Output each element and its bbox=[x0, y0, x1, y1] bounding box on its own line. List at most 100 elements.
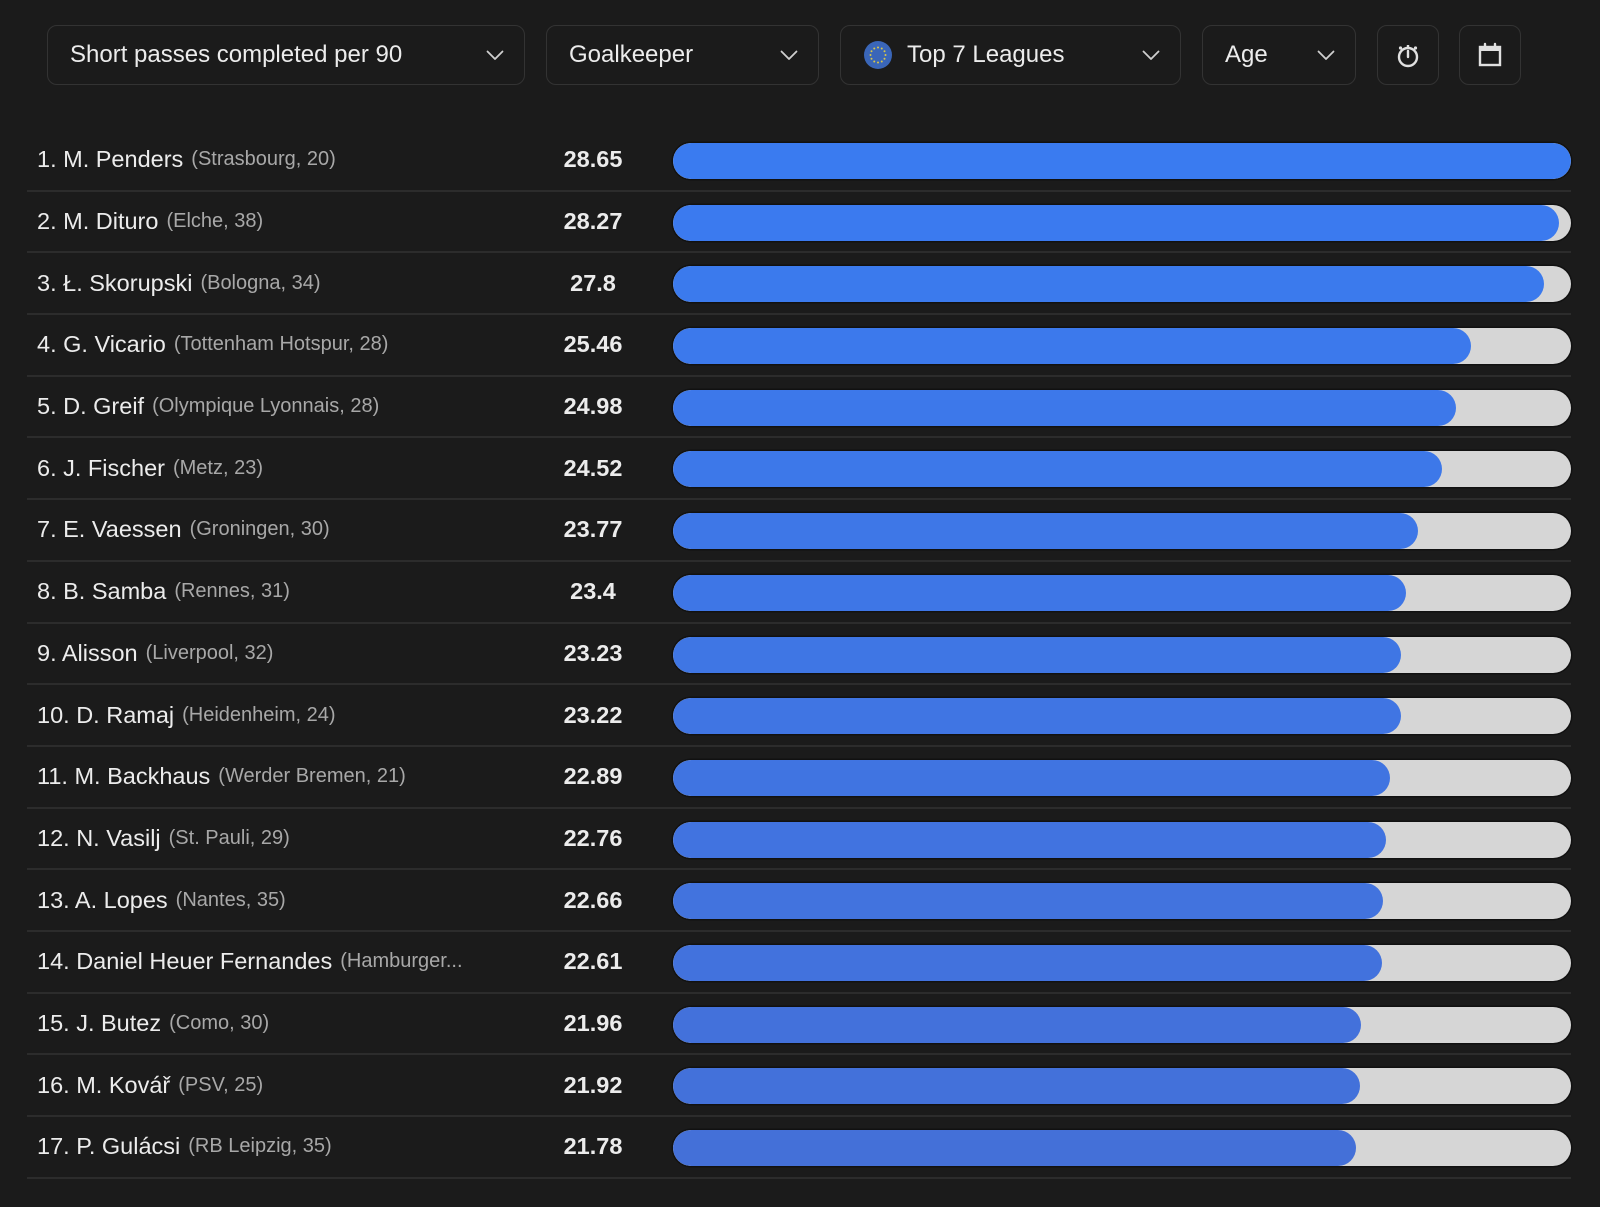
bar-track bbox=[673, 266, 1571, 303]
bar bbox=[673, 1068, 1361, 1105]
player-club-age: (Olympique Lyonnais, 28) bbox=[152, 395, 380, 418]
data-label: 25.46 bbox=[563, 331, 623, 358]
bar bbox=[673, 513, 1419, 550]
player-row[interactable]: 8. B. Samba (Rennes, 31) 23.4 bbox=[27, 562, 1571, 624]
player-name: 15. J. Butez (Como, 30) bbox=[37, 994, 527, 1054]
bar-track bbox=[673, 1006, 1571, 1043]
bar-track bbox=[673, 1130, 1571, 1166]
player-name: 4. G. Vicario (Tottenham Hotspur, 28) bbox=[37, 315, 527, 375]
bar-track bbox=[673, 759, 1571, 796]
player-row[interactable]: 12. N. Vasilj (St. Pauli, 29) 22.76 bbox=[27, 809, 1571, 871]
bar bbox=[673, 266, 1545, 303]
player-name-label: 2. M. Dituro bbox=[37, 208, 159, 235]
bar-track bbox=[673, 698, 1571, 735]
player-name-label: 13. A. Lopes bbox=[37, 886, 168, 913]
data-label: 22.66 bbox=[563, 886, 623, 913]
bar bbox=[673, 944, 1382, 981]
player-club-age: (St. Pauli, 29) bbox=[168, 826, 290, 849]
position-select-label: Goalkeeper bbox=[569, 41, 694, 68]
player-row[interactable]: 1. M. Penders (Strasbourg, 20) 28.65 bbox=[27, 130, 1571, 192]
player-name: 16. M. Kovář (PSV, 25) bbox=[37, 1055, 527, 1115]
league-select[interactable]: Top 7 Leagues bbox=[840, 25, 1181, 85]
player-row[interactable]: 11. M. Backhaus (Werder Bremen, 21) 22.89 bbox=[27, 747, 1571, 809]
bar-track bbox=[673, 328, 1571, 365]
bar-track bbox=[673, 944, 1571, 981]
bar bbox=[673, 821, 1387, 858]
bar-track bbox=[673, 204, 1571, 241]
player-club-age: (Rennes, 31) bbox=[174, 580, 290, 603]
eu-flag-icon bbox=[864, 41, 892, 69]
bar bbox=[673, 636, 1402, 673]
player-name-label: 6. J. Fischer bbox=[37, 454, 165, 481]
player-row[interactable]: 3. Ł. Skorupski (Bologna, 34) 27.8 bbox=[27, 253, 1571, 316]
player-name: 1. M. Penders (Strasbourg, 20) bbox=[37, 130, 527, 190]
position-select[interactable]: Goalkeeper bbox=[546, 25, 819, 85]
player-name: 7. E. Vaessen (Groningen, 30) bbox=[37, 500, 527, 560]
player-row[interactable]: 14. Daniel Heuer Fernandes (Hamburger... 2… bbox=[27, 932, 1571, 994]
chevron-down-icon bbox=[1315, 44, 1337, 66]
player-club-age: (Elche, 38) bbox=[166, 210, 264, 233]
player-row[interactable]: 6. J. Fischer (Metz, 23) 24.52 bbox=[27, 438, 1571, 501]
data-label: 22.76 bbox=[563, 824, 623, 851]
player-club-age: (Werder Bremen, 21) bbox=[218, 765, 406, 788]
data-label: 24.98 bbox=[563, 393, 623, 420]
minutes-filter-button[interactable] bbox=[1377, 25, 1439, 85]
player-name-label: 1. M. Penders bbox=[37, 146, 184, 173]
player-club-age: (Nantes, 35) bbox=[175, 888, 286, 911]
bar-track bbox=[673, 143, 1571, 179]
player-club-age: (Bologna, 34) bbox=[200, 271, 321, 294]
bar bbox=[673, 1006, 1362, 1043]
player-name-label: 12. N. Vasilj bbox=[37, 824, 161, 851]
bar-track bbox=[673, 1068, 1571, 1105]
season-button[interactable] bbox=[1459, 25, 1521, 85]
player-row[interactable]: 16. M. Kovář (PSV, 25) 21.92 bbox=[27, 1055, 1571, 1117]
player-club-age: (Heidenheim, 24) bbox=[182, 703, 336, 726]
player-club-age: (Liverpool, 32) bbox=[145, 641, 274, 664]
player-name: 9. Alisson (Liverpool, 32) bbox=[37, 624, 527, 684]
player-name: 17. P. Gulácsi (RB Leipzig, 35) bbox=[37, 1117, 527, 1177]
age-select[interactable]: Age bbox=[1202, 25, 1356, 85]
bar bbox=[673, 698, 1401, 735]
player-row[interactable]: 4. G. Vicario (Tottenham Hotspur, 28) 25.4… bbox=[27, 315, 1571, 377]
player-row[interactable]: 9. Alisson (Liverpool, 32) 23.23 bbox=[27, 624, 1571, 686]
player-name-label: 14. Daniel Heuer Fernandes bbox=[37, 948, 333, 975]
player-name-label: 8. B. Samba bbox=[37, 578, 167, 605]
data-label: 22.61 bbox=[563, 948, 623, 975]
player-name: 12. N. Vasilj (St. Pauli, 29) bbox=[37, 809, 527, 869]
player-club-age: (Metz, 23) bbox=[172, 456, 264, 479]
player-row[interactable]: 13. A. Lopes (Nantes, 35) 22.66 bbox=[27, 870, 1571, 932]
data-label: 21.78 bbox=[563, 1133, 623, 1160]
player-club-age: (PSV, 25) bbox=[178, 1073, 264, 1096]
data-label: 21.96 bbox=[563, 1009, 623, 1036]
data-label: 23.77 bbox=[563, 516, 623, 543]
player-row[interactable]: 2. M. Dituro (Elche, 38) 28.27 bbox=[27, 192, 1571, 254]
metric-select[interactable]: Short passes completed per 90 bbox=[47, 25, 525, 85]
player-row[interactable]: 15. J. Butez (Como, 30) 21.96 bbox=[27, 994, 1571, 1056]
bar-track bbox=[673, 574, 1571, 611]
age-select-label: Age bbox=[1225, 41, 1268, 68]
data-label: 24.52 bbox=[563, 454, 623, 481]
chevron-down-icon bbox=[484, 44, 506, 66]
league-select-label: Top 7 Leagues bbox=[907, 41, 1065, 68]
player-name: 14. Daniel Heuer Fernandes (Hamburger... bbox=[37, 932, 527, 992]
stopwatch-icon bbox=[1397, 45, 1419, 68]
bar bbox=[673, 328, 1471, 365]
bar bbox=[673, 451, 1442, 488]
data-label: 23.23 bbox=[563, 639, 623, 666]
ranking-list: 1. M. Penders (Strasbourg, 20) 28.65 2. M. … bbox=[27, 130, 1571, 1179]
player-row[interactable]: 10. D. Ramaj (Heidenheim, 24) 23.22 bbox=[27, 685, 1571, 747]
chevron-down-icon bbox=[1140, 44, 1162, 66]
player-club-age: (Groningen, 30) bbox=[189, 518, 330, 541]
player-name-label: 7. E. Vaessen bbox=[37, 516, 182, 543]
calendar-icon bbox=[1478, 42, 1502, 67]
player-row[interactable]: 5. D. Greif (Olympique Lyonnais, 28) 24.98 bbox=[27, 377, 1571, 439]
player-club-age: (RB Leipzig, 35) bbox=[188, 1135, 332, 1158]
player-name: 10. D. Ramaj (Heidenheim, 24) bbox=[37, 685, 527, 745]
bar bbox=[673, 389, 1456, 426]
player-name-label: 16. M. Kovář bbox=[37, 1071, 171, 1098]
bar-track bbox=[673, 821, 1571, 858]
player-row[interactable]: 17. P. Gulácsi (RB Leipzig, 35) 21.78 bbox=[27, 1117, 1571, 1179]
player-name-label: 10. D. Ramaj bbox=[37, 701, 175, 728]
bar bbox=[673, 759, 1391, 796]
player-row[interactable]: 7. E. Vaessen (Groningen, 30) 23.77 bbox=[27, 500, 1571, 562]
